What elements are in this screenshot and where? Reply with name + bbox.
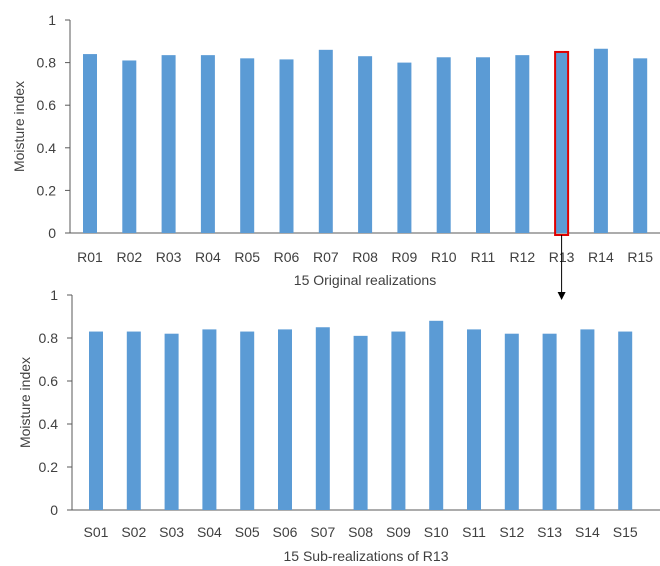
top-x-tick-label: R03 [156,249,182,265]
bottom-x-tick-label: S04 [197,524,222,540]
top-y-tick-label: 0.8 [37,55,57,71]
bottom-bar-s09 [391,331,406,510]
bottom-bar-s07 [315,327,330,510]
bottom-y-tick-label: 0.6 [39,373,59,389]
bottom-chart: 0 0.2 0.4 0.6 0.8 1 S01 S02 S03 S04 S05 S06 S07 S08 S0… [17,287,660,564]
highlight-connector [554,50,570,300]
top-x-tick-label: R01 [77,249,103,265]
top-bar-r08 [358,56,373,234]
bottom-x-axis-title: 15 Sub-realizations of R13 [284,548,449,564]
top-bar-r10 [436,57,451,234]
bottom-bar-s03 [164,333,179,510]
bottom-x-tick-label: S02 [121,524,146,540]
bottom-x-tick-label: S05 [235,524,260,540]
top-x-tick-label: R10 [431,249,457,265]
top-x-tick-label: R07 [313,249,339,265]
top-bar-r07 [318,49,333,233]
bottom-y-tick-label: 1 [50,287,58,303]
top-bar-r01 [83,54,97,233]
top-x-tick-label: R04 [195,249,221,265]
top-y-tick-label: 1 [48,12,56,28]
bottom-x-tick-label: S06 [273,524,298,540]
bottom-bar-s12 [504,333,519,510]
top-x-tick-label: R09 [392,249,418,265]
bottom-x-tick-label: S11 [462,524,486,540]
top-bar-r05 [240,58,255,234]
bottom-bar-s02 [126,331,141,510]
bottom-bar-s06 [278,329,292,510]
bottom-x-tick-label: S07 [310,524,335,540]
bottom-bar-s11 [467,329,481,510]
bottom-x-tick-label: S14 [575,524,600,540]
top-bar-r11 [476,57,490,234]
bottom-bar-s14 [580,329,595,510]
bottom-bar-s08 [353,335,368,510]
bottom-y-tick-label: 0 [50,502,58,518]
bottom-x-tick-label: S09 [386,524,411,540]
bottom-bar-s05 [240,331,255,510]
top-x-tick-label: R05 [234,249,260,265]
top-y-tick-label: 0.6 [37,97,57,113]
top-bar-r04 [200,55,215,233]
top-bar-r14 [593,48,608,233]
bottom-bar-s10 [429,320,444,510]
top-y-axis-title: Moisture index [11,81,27,172]
bottom-bar-s15 [618,331,633,510]
top-bar-r13 [554,51,569,234]
bottom-x-tick-label: S01 [84,524,109,540]
bottom-x-tick-label: S15 [613,524,638,540]
bottom-x-tick-label: S12 [499,524,524,540]
top-chart: 0 0.2 0.4 0.6 0.8 1 R01 R02 R03 R04 R05 R06 R07 R08 R0… [11,12,660,288]
bottom-bar-s13 [542,333,557,510]
top-bar-r09 [397,62,412,233]
top-bar-r06 [279,59,294,233]
bottom-x-tick-label: S03 [159,524,184,540]
top-x-tick-label: R14 [588,249,614,265]
bottom-y-tick-label: 0.8 [39,330,59,346]
top-x-tick-label: R15 [627,249,653,265]
bottom-y-tick-label: 0.2 [39,459,59,475]
top-x-tick-label: R11 [471,249,496,265]
top-x-tick-label: R12 [509,249,535,265]
bottom-x-tick-label: S13 [537,524,562,540]
top-bar-r15 [633,58,648,234]
bottom-y-axis-title: Moisture index [17,357,33,448]
top-y-tick-label: 0.4 [37,140,57,156]
top-x-tick-label: R06 [274,249,300,265]
bottom-x-tick-label: S08 [348,524,373,540]
top-bar-r02 [122,60,137,233]
top-y-tick-label: 0.2 [37,182,57,198]
bottom-bar-s04 [202,329,217,510]
top-x-tick-label: R08 [352,249,378,265]
top-bar-r03 [161,55,176,233]
top-y-tick-label: 0 [48,225,56,241]
bottom-x-tick-label: S10 [424,524,449,540]
bottom-y-tick-label: 0.4 [39,416,59,432]
top-bar-r12 [515,55,530,233]
top-x-axis-title: 15 Original realizations [294,272,436,288]
bottom-bar-s01 [89,331,103,510]
top-x-tick-label: R02 [116,249,142,265]
